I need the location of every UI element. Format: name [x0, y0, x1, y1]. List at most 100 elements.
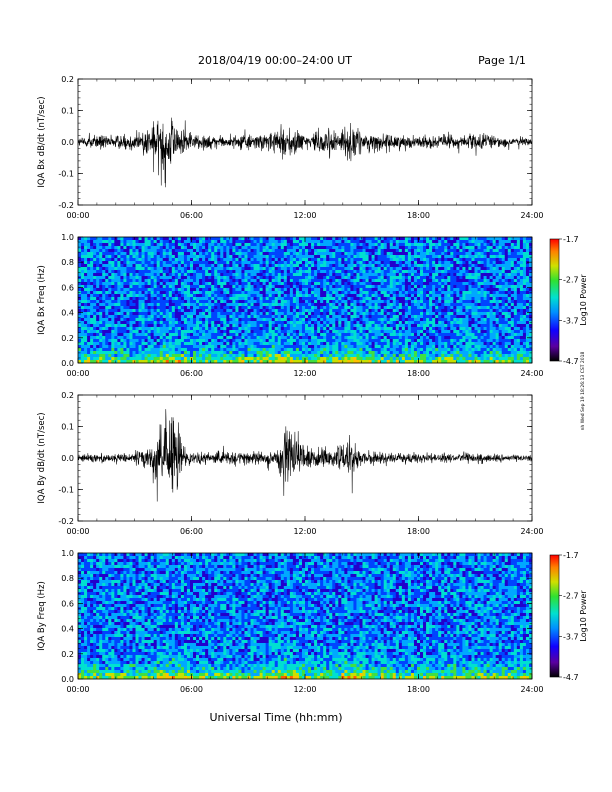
spectrogram-cell [356, 285, 360, 289]
spectrogram-cell [214, 330, 218, 334]
spectrogram-cell [99, 273, 103, 277]
spectrogram-cell [368, 279, 372, 283]
spectrogram-cell [474, 312, 478, 316]
spectrogram-cell [338, 303, 342, 307]
spectrogram-cell [525, 318, 530, 322]
spectrogram-cell [471, 258, 475, 262]
spectrogram-cell [202, 237, 206, 241]
spectrogram-cell [435, 261, 439, 265]
spectrogram-cell [280, 318, 285, 322]
spectrogram-cell [441, 276, 445, 280]
spectrogram-cell [274, 291, 279, 295]
spectrogram-cell [486, 276, 490, 280]
spectrogram-cell [480, 303, 484, 307]
spectrogram-cell [453, 291, 457, 295]
spectrogram-cell [277, 306, 282, 310]
spectrogram-cell [392, 330, 397, 334]
spectrogram-cell [317, 237, 321, 241]
spectrogram-cell [305, 255, 309, 259]
spectrogram-cell [489, 297, 493, 301]
spectrogram-cell [298, 324, 303, 328]
spectrogram-cell [386, 327, 391, 331]
spectrogram-cell [256, 282, 260, 286]
spectrogram-cell [347, 273, 351, 277]
spectrogram-cell [105, 291, 109, 295]
spectrogram-cell [453, 240, 457, 244]
spectrogram-cell [214, 333, 218, 337]
spectrogram-cell [186, 309, 191, 313]
spectrogram-cell [483, 315, 487, 319]
spectrogram-cell [156, 303, 161, 307]
spectrogram-cell [196, 306, 200, 310]
spectrogram-cell [374, 306, 378, 310]
spectrogram-cell [392, 327, 397, 331]
spectrogram-cell [317, 270, 321, 274]
spectrogram-cell [214, 249, 218, 253]
spectrogram-cell [353, 291, 357, 295]
spectrogram-cell [165, 285, 170, 289]
spectrogram-cell [90, 309, 94, 313]
spectrogram-cell [480, 324, 484, 328]
spectrogram-cell [356, 279, 360, 283]
spectrogram-cell [99, 276, 103, 280]
spectrogram-cell [350, 330, 354, 334]
spectrogram-cell [522, 294, 527, 298]
spectrogram-cell [292, 285, 297, 289]
spectrogram-cell [456, 309, 460, 313]
spectrogram-cell [426, 258, 430, 262]
spectrogram-cell [111, 294, 115, 298]
spectrogram-cell [168, 291, 173, 295]
spectrogram-cell [305, 330, 309, 334]
spectrogram-cell [359, 237, 363, 241]
spectrogram-cell [126, 291, 130, 295]
spectrogram-cell [286, 303, 291, 307]
spectrogram-cell [320, 285, 324, 289]
spectrogram-cell [153, 315, 157, 319]
spectrogram-cell [141, 306, 145, 310]
spectrogram-cell [126, 297, 130, 301]
spectrogram-cell [326, 318, 330, 322]
spectrogram-cell [295, 276, 300, 280]
spectrogram-cell [519, 282, 524, 286]
spectrogram-cell [180, 270, 185, 274]
spectrogram-cell [386, 306, 391, 310]
spectrogram-cell [126, 312, 130, 316]
spectrogram-cell [123, 273, 127, 277]
spectrogram-cell [395, 309, 400, 313]
spectrogram-cell [468, 276, 472, 280]
spectrogram-cell [513, 261, 518, 265]
spectrogram-cell [507, 324, 512, 328]
spectrogram-cell [426, 252, 430, 256]
spectrogram-cell [174, 264, 179, 268]
spectrogram-cell [320, 294, 324, 298]
spectrogram-cell [311, 243, 315, 247]
spectrogram-cell [189, 324, 194, 328]
spectrogram-cell [389, 261, 394, 265]
spectrogram-cell [253, 327, 257, 331]
spectrogram-cell [211, 300, 215, 304]
spectrogram-cell [371, 267, 375, 271]
spectrogram-cell [117, 258, 121, 262]
spectrogram-cell [229, 309, 233, 313]
spectrogram-cell [429, 294, 433, 298]
spectrogram-cell [220, 330, 224, 334]
spectrogram-cell [189, 333, 194, 337]
spectrogram-cell [308, 306, 312, 310]
spectrogram-cell [274, 294, 279, 298]
spectrogram-cell [189, 255, 194, 259]
spectrogram-cell [344, 270, 348, 274]
spectrogram-cell [320, 303, 324, 307]
spectrogram-cell [395, 261, 400, 265]
spectrogram-cell [501, 306, 506, 310]
spectrogram-cell [519, 279, 524, 283]
spectrogram-cell [371, 291, 375, 295]
spectrogram-cell [265, 297, 269, 301]
spectrogram-cell [138, 255, 142, 259]
spectrogram-cell [486, 282, 490, 286]
spectrogram-cell [407, 258, 412, 262]
spectrogram-cell [377, 300, 381, 304]
spectrogram-cell [462, 261, 466, 265]
spectrogram-cell [147, 294, 151, 298]
spectrogram-cell [123, 264, 127, 268]
spectrogram-cell [429, 312, 433, 316]
